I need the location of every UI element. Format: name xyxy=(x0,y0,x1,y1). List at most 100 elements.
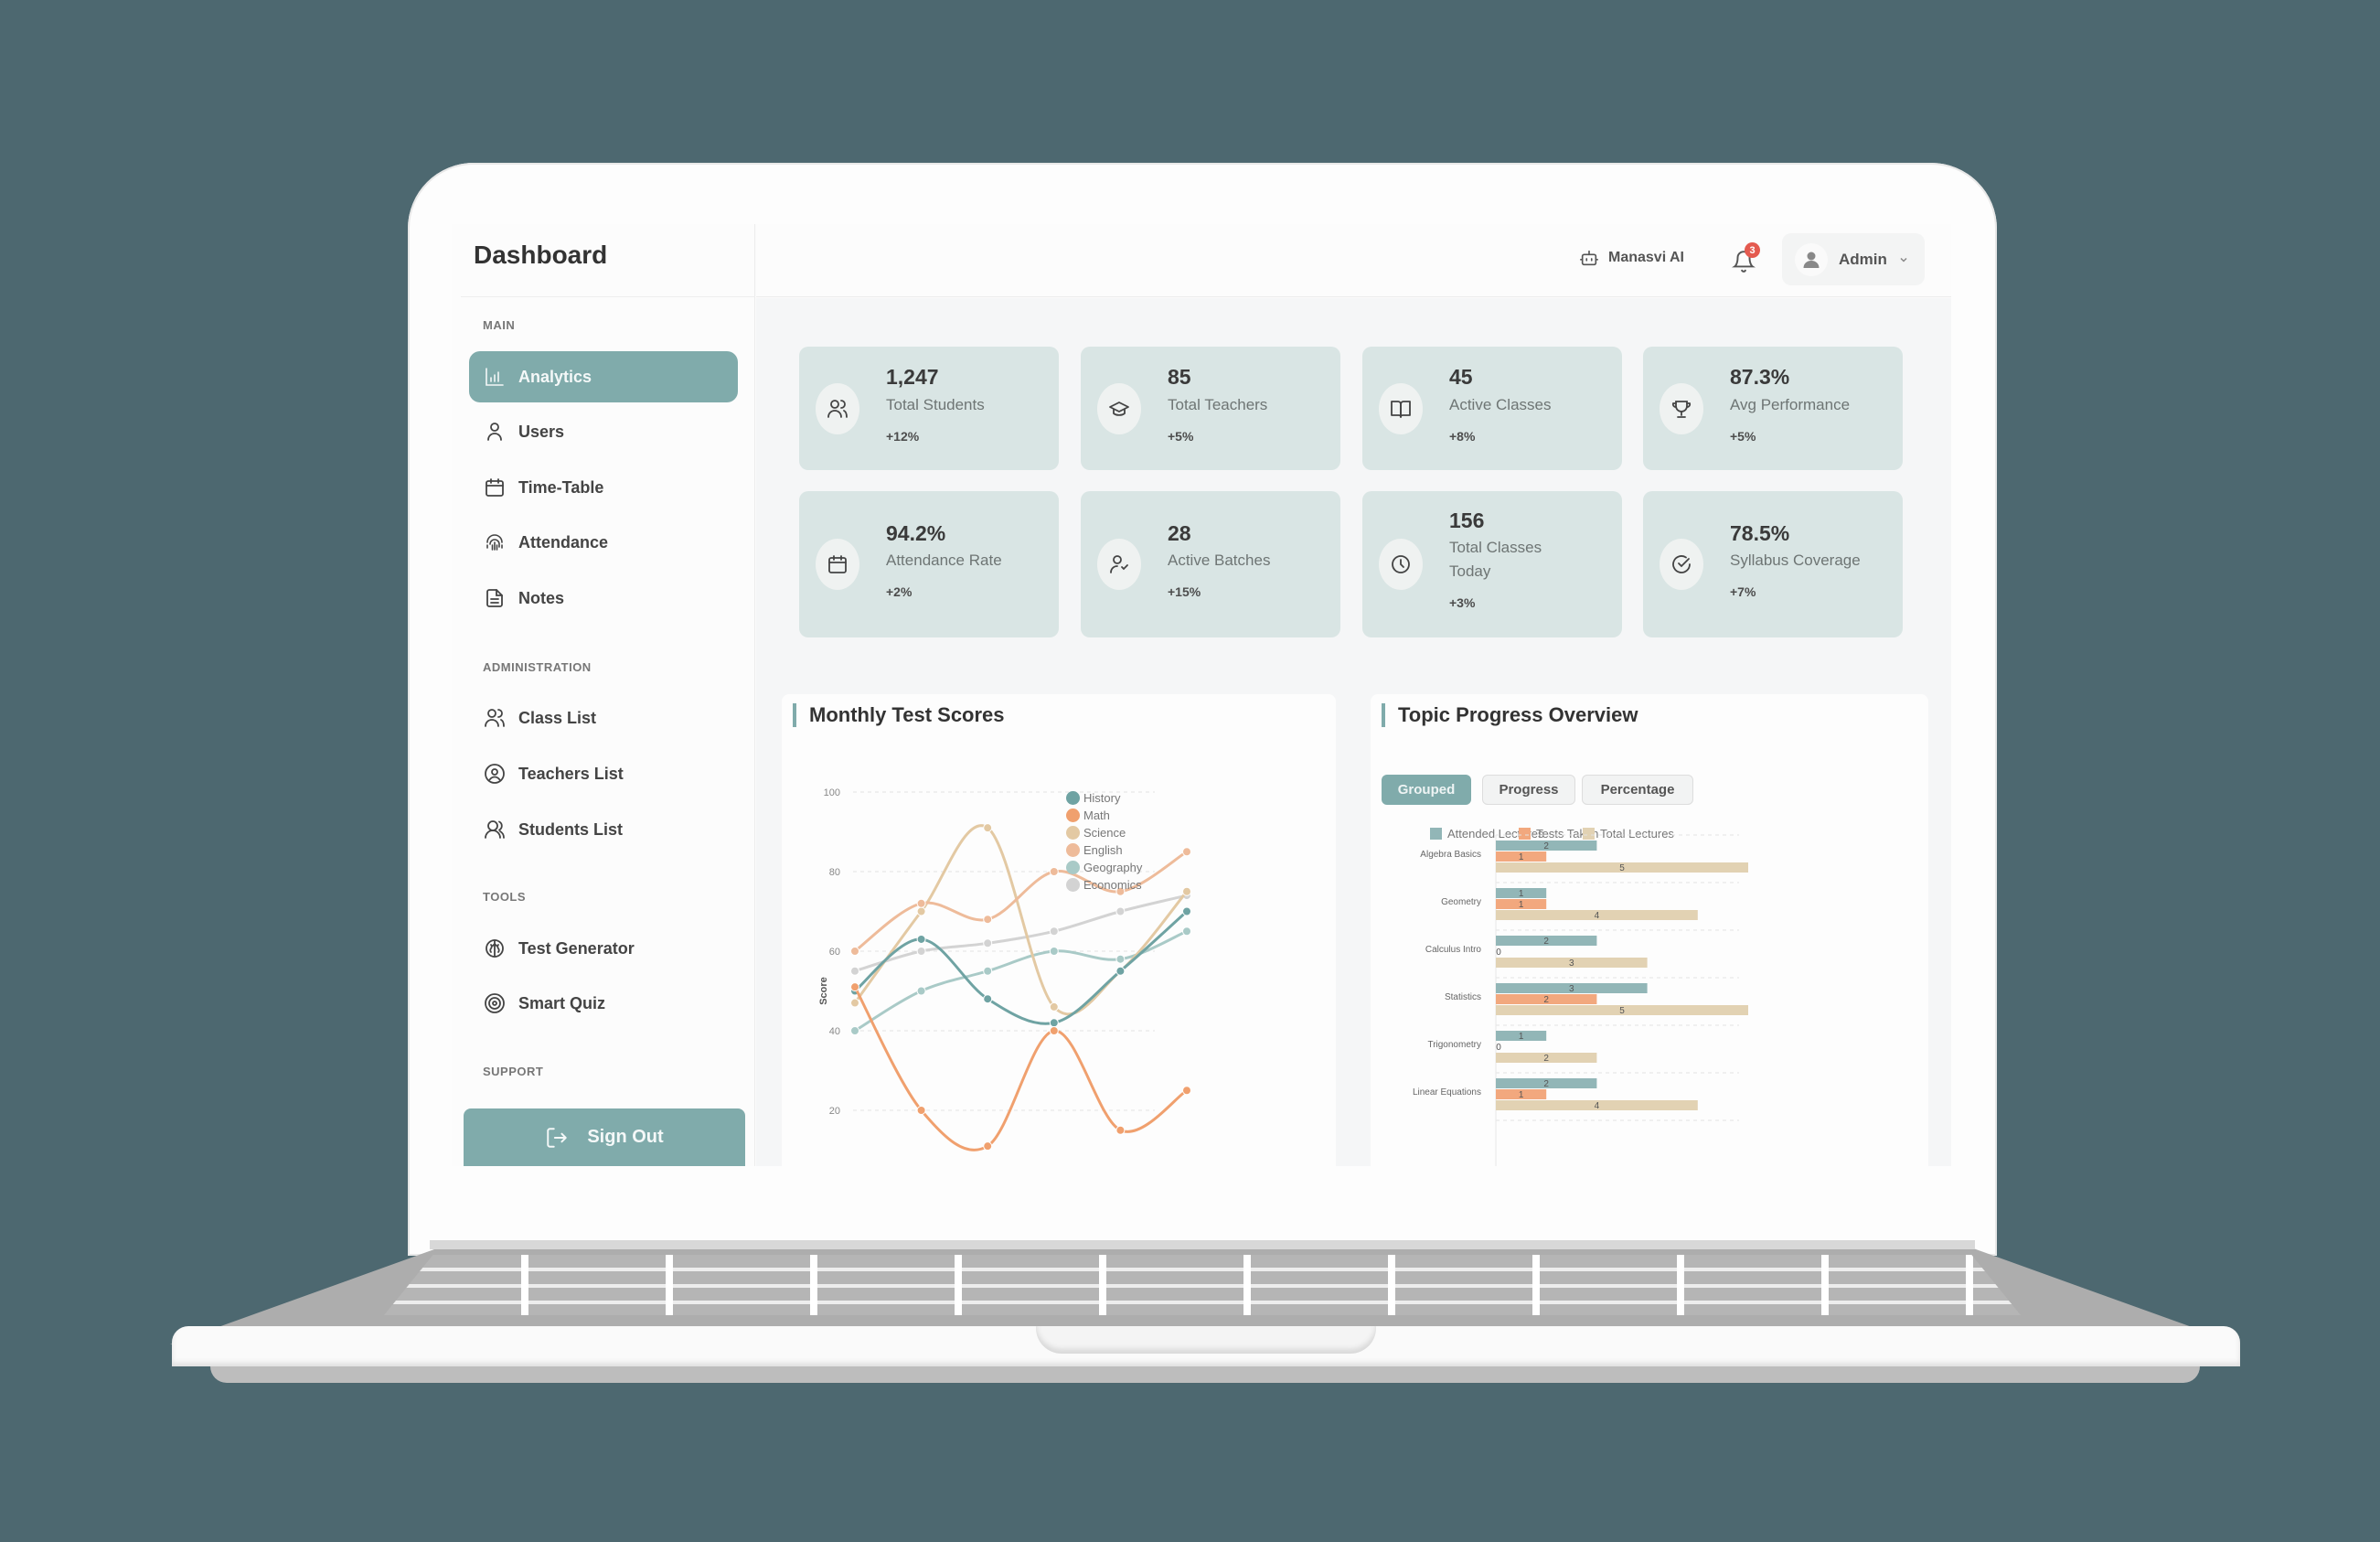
stat-change: +7% xyxy=(1730,584,1756,599)
stat-label: Total Students xyxy=(886,396,985,413)
data-point[interactable] xyxy=(916,898,926,908)
sidebar-item-teachers-list[interactable]: Teachers List xyxy=(469,748,738,799)
bar-total-lectures[interactable] xyxy=(1496,1005,1748,1015)
sidebar-item-time-table[interactable]: Time-Table xyxy=(469,462,738,513)
data-point[interactable] xyxy=(1115,1125,1126,1135)
stat-card-total-classes-today[interactable]: 156 Total Classes Today +3% xyxy=(1362,491,1622,637)
bar-tests-taken[interactable] xyxy=(1496,851,1547,862)
data-point[interactable] xyxy=(1182,1086,1191,1096)
bar-tests-taken[interactable] xyxy=(1496,1089,1547,1099)
data-point[interactable] xyxy=(1182,926,1191,937)
stat-card-total-teachers[interactable]: 85 Total Teachers +5% xyxy=(1081,347,1340,470)
data-point[interactable] xyxy=(1049,947,1059,956)
legend-item-history[interactable]: History xyxy=(1066,791,1120,805)
bar-attended-lectures[interactable] xyxy=(1496,888,1547,898)
bar-total-lectures[interactable] xyxy=(1496,1100,1698,1110)
y-axis-label: Score xyxy=(818,977,829,1005)
bar-tests-taken[interactable] xyxy=(1496,899,1547,909)
bar-total-lectures[interactable] xyxy=(1496,958,1648,968)
data-point[interactable] xyxy=(983,823,993,833)
stat-label: Active Classes xyxy=(1449,396,1552,413)
data-point[interactable] xyxy=(850,1026,859,1035)
sidebar-item-test-generator[interactable]: Test Generator xyxy=(469,923,738,974)
bar-attended-lectures[interactable] xyxy=(1496,841,1597,851)
data-point[interactable] xyxy=(1049,926,1059,937)
data-point[interactable] xyxy=(983,966,993,976)
data-point[interactable] xyxy=(850,947,859,956)
data-point[interactable] xyxy=(1049,867,1059,876)
check-circle-icon xyxy=(1672,555,1691,573)
stat-card-active-classes[interactable]: 45 Active Classes +8% xyxy=(1362,347,1622,470)
bar-attended-lectures[interactable] xyxy=(1496,983,1648,993)
data-point[interactable] xyxy=(983,994,993,1004)
data-point[interactable] xyxy=(983,938,993,948)
target-icon xyxy=(485,993,505,1013)
data-point[interactable] xyxy=(916,947,926,956)
data-point[interactable] xyxy=(916,986,926,996)
bar-value-label: 2 xyxy=(1543,937,1549,947)
data-point[interactable] xyxy=(983,915,993,925)
data-point[interactable] xyxy=(850,982,859,992)
data-point[interactable] xyxy=(916,906,926,916)
clock-icon xyxy=(1392,555,1410,573)
data-point[interactable] xyxy=(1182,886,1191,896)
tab-progress[interactable]: Progress xyxy=(1482,775,1575,805)
data-point[interactable] xyxy=(1115,966,1126,976)
bar-total-lectures[interactable] xyxy=(1496,1053,1597,1063)
stat-card-total-students[interactable]: 1,247 Total Students +12% xyxy=(799,347,1059,470)
legend-item-geography[interactable]: Geography xyxy=(1066,861,1142,874)
notifications-button[interactable]: 3 xyxy=(1732,242,1760,273)
data-point[interactable] xyxy=(850,966,859,976)
stat-card-active-batches[interactable]: 28 Active Batches +15% xyxy=(1081,491,1340,637)
sign-out-button[interactable]: Sign Out xyxy=(464,1108,745,1166)
stat-card-attendance-rate[interactable]: 94.2% Attendance Rate +2% xyxy=(799,491,1059,637)
sidebar-item-students-list[interactable]: Students List xyxy=(469,804,738,855)
data-point[interactable] xyxy=(1049,1018,1059,1028)
bar-value-label: 2 xyxy=(1543,995,1549,1005)
stat-card-avg-performance[interactable]: 87.3% Avg Performance +5% xyxy=(1643,347,1903,470)
data-point[interactable] xyxy=(1115,886,1126,896)
bar-tests-taken[interactable] xyxy=(1496,994,1597,1004)
stat-change: +3% xyxy=(1449,595,1476,610)
ai-assistant-button[interactable]: Manasvi AI xyxy=(1579,248,1684,268)
bar-value-label: 1 xyxy=(1519,1090,1524,1100)
legend-item-english[interactable]: English xyxy=(1066,843,1123,857)
data-point[interactable] xyxy=(1049,1026,1059,1035)
bar-attended-lectures[interactable] xyxy=(1496,1078,1597,1088)
bar-attended-lectures[interactable] xyxy=(1496,1031,1547,1041)
data-point[interactable] xyxy=(1115,954,1126,964)
stat-card-syllabus-coverage[interactable]: 78.5% Syllabus Coverage +7% xyxy=(1643,491,1903,637)
tab-grouped[interactable]: Grouped xyxy=(1382,775,1471,805)
data-point[interactable] xyxy=(1115,906,1126,916)
sidebar-item-attendance[interactable]: Attendance xyxy=(469,517,738,568)
stat-value: 45 xyxy=(1449,365,1473,389)
stat-change: +8% xyxy=(1449,429,1476,444)
sidebar-item-notes[interactable]: Notes xyxy=(469,573,738,624)
sidebar-item-users[interactable]: Users xyxy=(469,406,738,457)
sidebar-item-class-list[interactable]: Class List xyxy=(469,692,738,744)
avatar xyxy=(1795,242,1828,276)
sidebar-item-label: Teachers List xyxy=(518,764,624,783)
data-point[interactable] xyxy=(916,934,926,944)
user-icon xyxy=(487,423,502,441)
data-point[interactable] xyxy=(850,998,859,1008)
legend-item-economics[interactable]: Economics xyxy=(1066,878,1142,892)
bar-attended-lectures[interactable] xyxy=(1496,936,1597,946)
data-point[interactable] xyxy=(1182,906,1191,916)
sidebar-item-smart-quiz[interactable]: Smart Quiz xyxy=(469,978,738,1029)
tab-percentage[interactable]: Percentage xyxy=(1582,775,1693,805)
data-point[interactable] xyxy=(983,1141,993,1151)
data-point[interactable] xyxy=(1182,847,1191,857)
sidebar-item-label: Analytics xyxy=(518,367,592,386)
user-menu-button[interactable]: Admin xyxy=(1782,233,1925,285)
sidebar-item-label: Notes xyxy=(518,588,565,607)
bar-total-lectures[interactable] xyxy=(1496,910,1698,920)
legend-item-science[interactable]: Science xyxy=(1066,826,1126,840)
sidebar-item-label: Users xyxy=(518,422,565,441)
data-point[interactable] xyxy=(916,1106,926,1115)
sidebar-item-analytics[interactable]: Analytics xyxy=(469,351,738,402)
legend-item-math[interactable]: Math xyxy=(1066,808,1110,822)
legend-item-total-lectures[interactable]: Total Lectures xyxy=(1583,827,1674,841)
data-point[interactable] xyxy=(1049,1001,1059,1012)
bar-total-lectures[interactable] xyxy=(1496,862,1748,873)
